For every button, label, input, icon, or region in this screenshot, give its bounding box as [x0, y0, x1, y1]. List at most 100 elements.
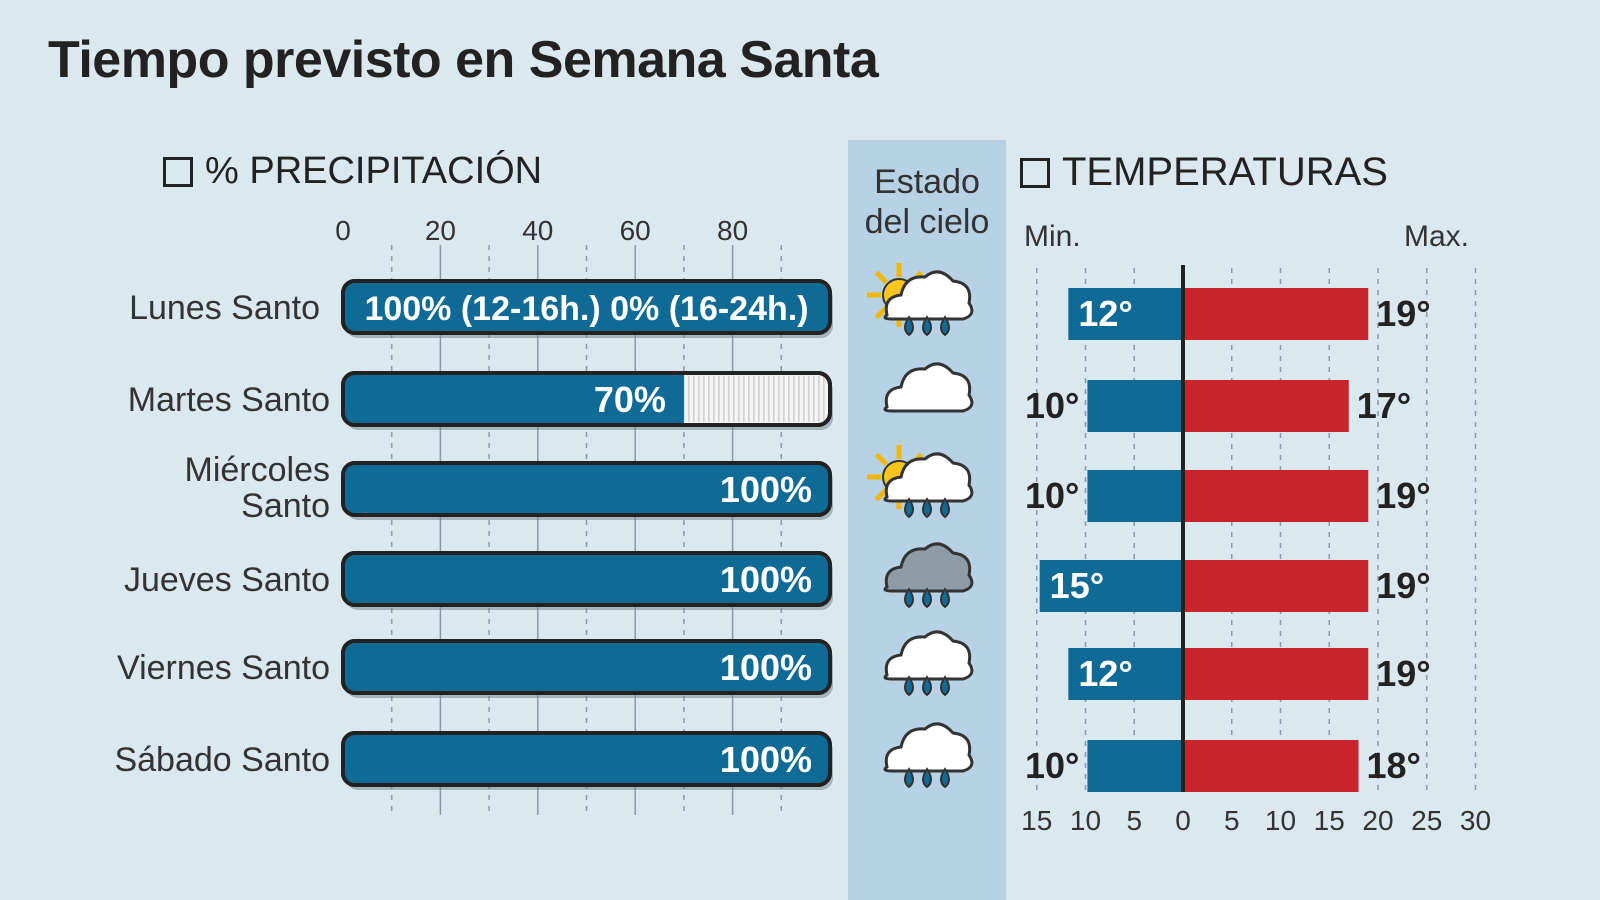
- cloud: [883, 722, 974, 773]
- rain-drop: [940, 587, 950, 609]
- rain-drop: [904, 315, 914, 337]
- sun-ray: [874, 305, 889, 320]
- precip-bar: [341, 731, 832, 787]
- rain-drop: [922, 767, 932, 789]
- temp-max-label: 19°: [1376, 475, 1430, 516]
- precip-value-label: 70%: [594, 379, 666, 420]
- precip-value-label: 100%: [720, 739, 812, 780]
- precip-tick-label: 0: [335, 215, 351, 246]
- day-label: Jueves Santo: [123, 561, 330, 599]
- temp-min-label: 10°: [1025, 745, 1079, 786]
- temp-max-bar: [1183, 648, 1369, 700]
- temp-min-bar: [1039, 560, 1183, 612]
- rain-drop: [940, 497, 950, 519]
- rain-drop: [904, 675, 914, 697]
- temp-tick-label: 30: [1460, 805, 1491, 836]
- legend-box-icon: [1020, 157, 1050, 188]
- rain-drop: [940, 315, 950, 337]
- temp-min-bar: [1068, 288, 1183, 340]
- temp-min-bar: [1087, 740, 1183, 792]
- temp-max-label: 19°: [1376, 293, 1430, 334]
- cloud: [883, 270, 974, 321]
- cloud-icon: [883, 362, 974, 413]
- rain-drop: [904, 587, 914, 609]
- temp-max-bar: [1183, 560, 1369, 612]
- day-label: Sábado Santo: [114, 741, 330, 779]
- rain-drop: [922, 587, 932, 609]
- precip-value-label: 100%: [720, 647, 812, 688]
- rain-drop: [940, 767, 950, 789]
- rain-drop: [922, 497, 932, 519]
- temp-max-label: 19°: [1376, 565, 1430, 606]
- temp-max-bar: [1183, 470, 1369, 522]
- temp-tick-label: 10: [1265, 805, 1296, 836]
- precip-header-text: % PRECIPITACIÓN: [205, 150, 543, 192]
- precip-bar-border: [341, 371, 832, 427]
- temp-tick-label: 20: [1362, 805, 1393, 836]
- temp-min-label: 12°: [1078, 653, 1132, 694]
- temp-min-bar: [1087, 470, 1183, 522]
- estado-header-line1: Estado: [874, 163, 980, 201]
- temp-min-label: 10°: [1025, 475, 1079, 516]
- precip-bar: [341, 551, 832, 607]
- estado-header: Estado del cielo: [848, 162, 1006, 242]
- cloud-rain-icon: [883, 722, 974, 789]
- temp-min-label: 10°: [1025, 385, 1079, 426]
- rain-drop: [940, 675, 950, 697]
- precip-bar: [341, 279, 832, 335]
- precip-bar: [341, 639, 832, 695]
- sun-cloud-rain-icon: [867, 263, 974, 337]
- temp-tick-label: 10: [1070, 805, 1101, 836]
- cloud: [883, 630, 974, 681]
- precip-value-label: 100%: [720, 559, 812, 600]
- temp-max-bar: [1183, 380, 1349, 432]
- precip-value-label: 100%: [720, 469, 812, 510]
- day-label: Martes Santo: [127, 381, 330, 419]
- temp-max-bar: [1183, 740, 1359, 792]
- chart-title: Tiempo previsto en Semana Santa: [48, 31, 879, 89]
- legend-box-icon: [163, 156, 193, 187]
- rain-drop: [922, 675, 932, 697]
- temp-tick-label: 15: [1021, 805, 1052, 836]
- temp-min-bar: [1068, 648, 1183, 700]
- temp-min-label: 12°: [1078, 293, 1132, 334]
- precip-tick-label: 80: [717, 215, 748, 246]
- temp-max-label: 17°: [1357, 385, 1411, 426]
- temp-max-label: 19°: [1376, 653, 1430, 694]
- cloud-rain-icon: [883, 630, 974, 697]
- precip-value-label: 100% (12-16h.) 0% (16-24h.): [364, 290, 808, 328]
- rain-drop: [904, 497, 914, 519]
- estado-header-line2: del cielo: [864, 203, 990, 241]
- temp-max-label: 18°: [1367, 745, 1421, 786]
- temp-tick-label: 15: [1314, 805, 1345, 836]
- precip-bar: [341, 461, 832, 517]
- precip-header: % PRECIPITACIÓN: [163, 150, 542, 193]
- max-label: Max.: [1404, 220, 1470, 253]
- temp-min-bar: [1087, 380, 1183, 432]
- temp-tick-label: 5: [1126, 805, 1142, 836]
- sun-ray: [874, 270, 889, 285]
- sun-ray: [874, 487, 889, 502]
- temp-tick-label: 0: [1175, 805, 1191, 836]
- rain-drop: [922, 315, 932, 337]
- sun-ray: [874, 452, 889, 467]
- precip-bar: [343, 373, 684, 425]
- dark-cloud-rain-icon: [883, 542, 974, 609]
- temp-tick-label: 25: [1411, 805, 1442, 836]
- temp-tick-label: 5: [1224, 805, 1240, 836]
- temp-header-text: TEMPERATURAS: [1062, 150, 1388, 194]
- day-label: Lunes Santo: [129, 289, 320, 327]
- day-label: Viernes Santo: [117, 649, 330, 687]
- min-label: Min.: [1024, 220, 1081, 253]
- cloud: [883, 362, 974, 413]
- sun-cloud-rain-icon: [867, 445, 974, 519]
- precip-tick-label: 40: [522, 215, 553, 246]
- temp-max-bar: [1183, 288, 1369, 340]
- day-label: Miércoles Santo: [184, 451, 330, 525]
- precip-tick-label: 20: [425, 215, 456, 246]
- cloud: [883, 452, 974, 503]
- temp-min-label: 15°: [1050, 565, 1104, 606]
- rain-drop: [904, 767, 914, 789]
- precip-tick-label: 60: [620, 215, 651, 246]
